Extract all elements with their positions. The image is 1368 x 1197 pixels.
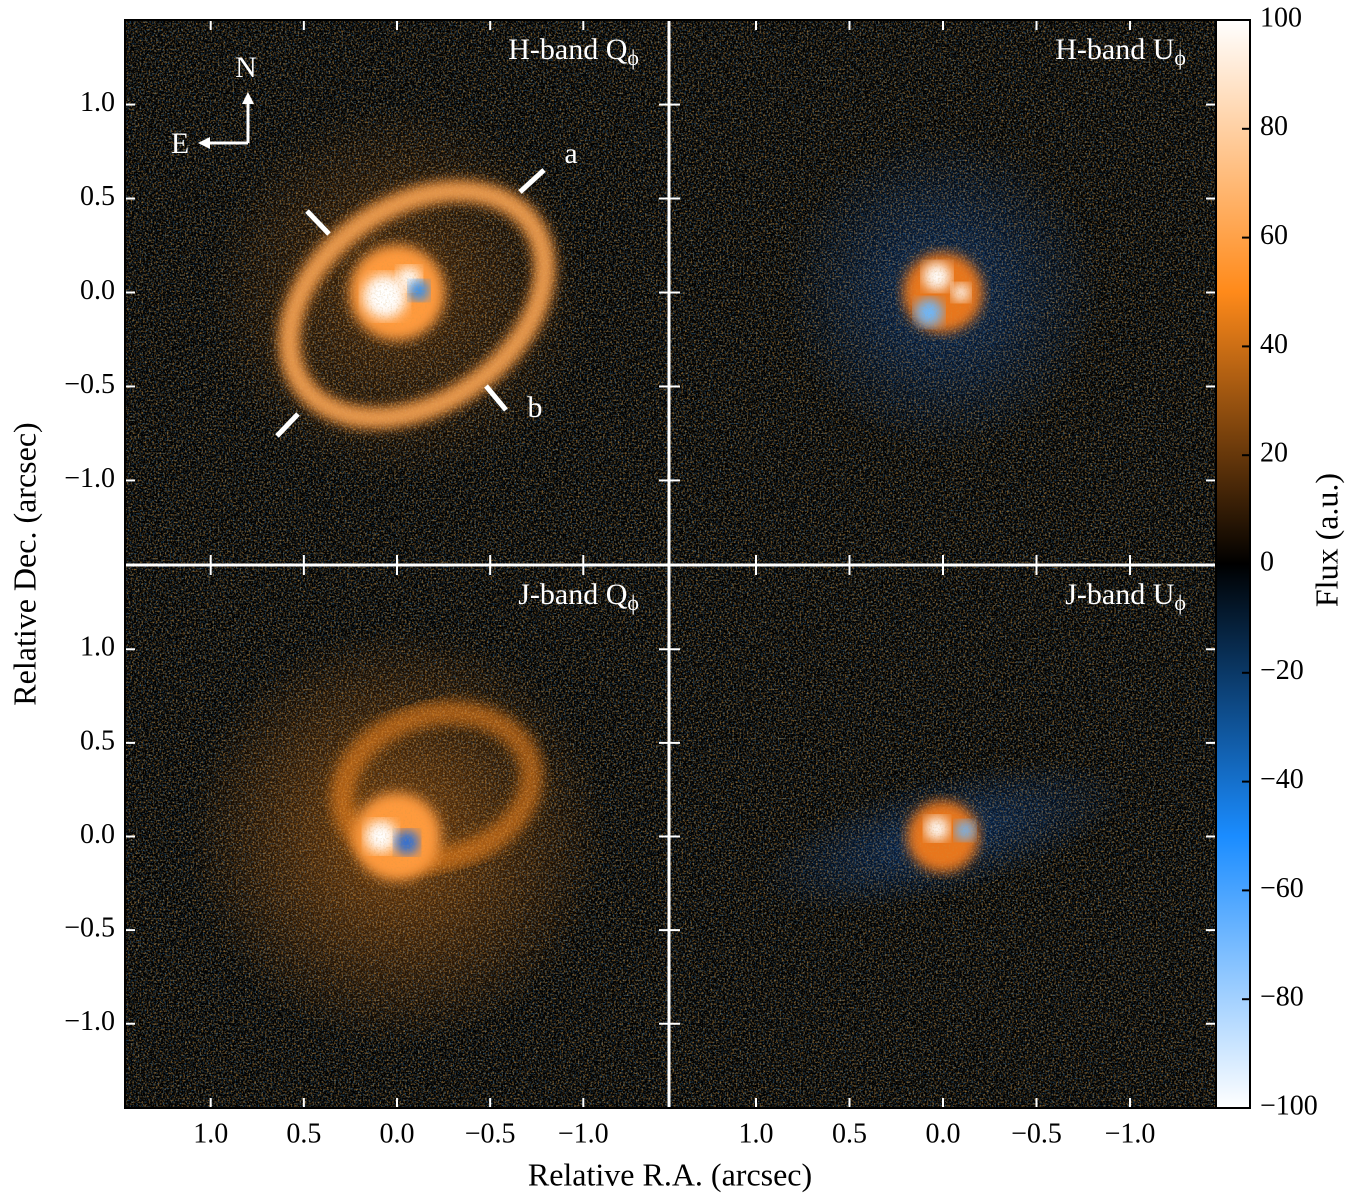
panels: H-band Qϕ H-band UϕJ-band Qϕ J-band Uϕ xyxy=(124,19,1217,1109)
colorbar-tick-label: −40 xyxy=(1260,764,1304,795)
arrow-head xyxy=(242,92,254,104)
x-tick-label: −0.5 xyxy=(1011,1118,1062,1149)
panel: J-band Qϕ xyxy=(125,565,669,1108)
marker xyxy=(275,412,300,438)
y-tick-label: −0.5 xyxy=(64,913,115,944)
colorbar-tick-label: 0 xyxy=(1260,546,1274,577)
colorbar-tick-label: 60 xyxy=(1260,220,1288,251)
annotation: a xyxy=(564,137,577,170)
panel: J-band Uϕ xyxy=(670,565,1216,1108)
y-tick-label: 0.5 xyxy=(80,725,115,756)
x-tick-label: 1.0 xyxy=(739,1118,774,1149)
y-tick-label: 1.0 xyxy=(80,87,115,118)
noise xyxy=(125,565,669,1108)
noise xyxy=(670,20,1216,565)
image xyxy=(125,20,669,565)
y-tick-label: −1.0 xyxy=(64,463,115,494)
image xyxy=(670,20,1216,565)
colorbar-tick-label: −100 xyxy=(1260,1090,1318,1121)
y-tick-label: −0.5 xyxy=(64,369,115,400)
y-tick-label: 0.5 xyxy=(80,181,115,212)
x-tick-label: −0.5 xyxy=(465,1118,516,1149)
panel: H-band Qϕ xyxy=(125,20,669,565)
marker xyxy=(518,168,546,194)
annotation: N xyxy=(235,51,257,84)
panel-title: H-band Qϕ xyxy=(508,33,639,70)
arrow-head xyxy=(198,137,210,149)
colorbar-tick-label: −80 xyxy=(1260,982,1304,1013)
x-tick-label: −1.0 xyxy=(558,1118,609,1149)
title-subscript: ϕ xyxy=(1174,45,1186,70)
title-text: J-band Q xyxy=(518,578,627,611)
title-subscript: ϕ xyxy=(1174,590,1186,615)
annotation: b xyxy=(528,391,543,424)
y-tick-label: 0.0 xyxy=(80,275,115,306)
colorbar-tick-label: −60 xyxy=(1260,873,1304,904)
panel-title: J-band Qϕ xyxy=(518,578,639,615)
x-tick-label: 0.5 xyxy=(286,1118,321,1149)
title-text: J-band U xyxy=(1065,578,1174,611)
x-tick-label: 1.0 xyxy=(193,1118,228,1149)
marker xyxy=(484,384,508,412)
image xyxy=(670,565,1216,1108)
annotation: E xyxy=(171,127,189,160)
colorbar-tick-label: 20 xyxy=(1260,438,1288,469)
x-tick-label: 0.0 xyxy=(380,1118,415,1149)
panel-title: H-band Uϕ xyxy=(1055,33,1186,70)
x-tick-label: 0.5 xyxy=(832,1118,867,1149)
noise xyxy=(125,20,669,565)
colorbar-tick-label: −20 xyxy=(1260,655,1304,686)
colorbar-tick-label: 100 xyxy=(1260,2,1302,33)
colorbar-tick-label: 80 xyxy=(1260,111,1288,142)
title-subscript: ϕ xyxy=(627,590,639,615)
colorbar-tick-label: 40 xyxy=(1260,329,1288,360)
marker xyxy=(305,209,331,236)
annotations: N E a b xyxy=(171,51,578,438)
image xyxy=(125,565,669,1108)
markers xyxy=(275,168,546,438)
title-text: H-band Q xyxy=(508,33,627,66)
x-axis-label: Relative R.A. (arcsec) xyxy=(528,1156,812,1192)
title-text: H-band U xyxy=(1055,33,1174,66)
panel-title: J-band Uϕ xyxy=(1065,578,1186,615)
colorbar-label: Flux (a.u.) xyxy=(1308,473,1344,607)
x-tick-label: 0.0 xyxy=(926,1118,961,1149)
y-axis-label: Relative Dec. (arcsec) xyxy=(6,422,42,705)
y-tick-label: 1.0 xyxy=(80,632,115,663)
noise xyxy=(670,565,1216,1108)
x-tick-label: −1.0 xyxy=(1105,1118,1156,1149)
y-tick-label: −1.0 xyxy=(64,1006,115,1037)
y-tick-label: 0.0 xyxy=(80,819,115,850)
title-subscript: ϕ xyxy=(627,45,639,70)
panel: H-band Uϕ xyxy=(670,20,1216,565)
